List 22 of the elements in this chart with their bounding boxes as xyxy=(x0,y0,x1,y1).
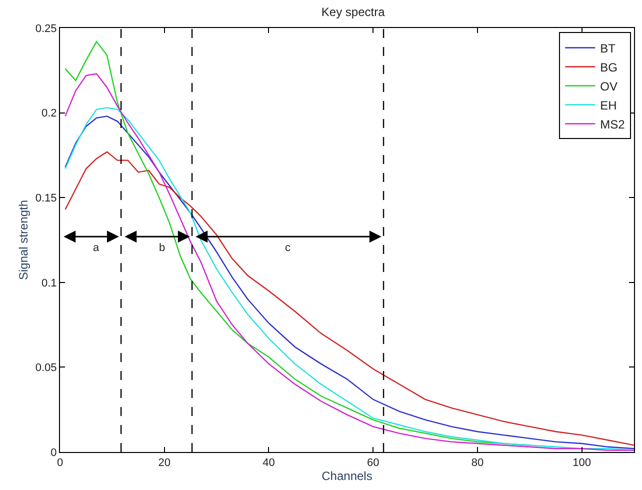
x-tick-label: 60 xyxy=(366,457,380,470)
y-tick-label: 0.25 xyxy=(35,22,57,35)
x-tick-label: 80 xyxy=(471,457,484,470)
annotation: c xyxy=(285,242,291,254)
y-tick-label: 0.1 xyxy=(42,277,57,290)
legend-label: EH xyxy=(600,98,617,112)
x-tick-label: 100 xyxy=(572,457,591,470)
legend-label: BG xyxy=(600,60,618,74)
legend-label: OV xyxy=(600,79,618,94)
y-axis-title: Signal strength xyxy=(16,200,31,280)
y-tick-label: 0.2 xyxy=(42,108,57,120)
chart-title: Key spectra xyxy=(321,4,386,19)
annotation: b xyxy=(159,242,166,254)
annotation: a xyxy=(93,242,100,254)
x-tick-label: 40 xyxy=(262,457,275,470)
y-tick-label: 0.15 xyxy=(35,192,57,204)
legend-label: MS2 xyxy=(600,117,626,132)
y-tick-label: 0 xyxy=(50,446,57,459)
x-axis-title: Channels xyxy=(322,469,372,484)
legend-label: BT xyxy=(600,41,616,56)
x-tick-label: 20 xyxy=(158,457,170,470)
y-tick-label: 0.05 xyxy=(35,362,57,374)
